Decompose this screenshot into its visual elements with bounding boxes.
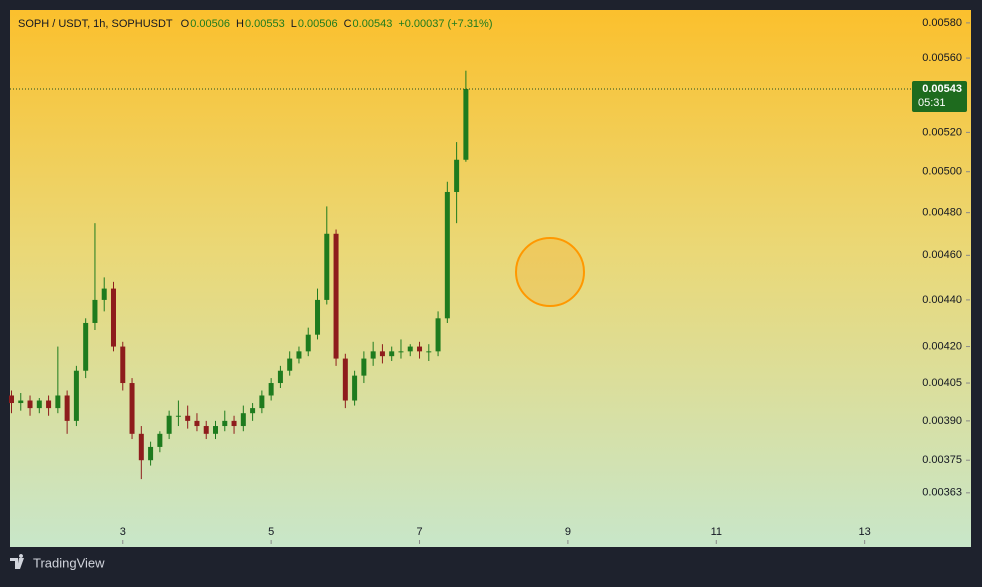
- ohlc-key: O: [181, 18, 190, 30]
- candle-body: [444, 191, 450, 319]
- candle-body: [379, 351, 385, 357]
- candle-body: [148, 446, 154, 461]
- candle-body: [64, 395, 70, 421]
- ohlc-key: L: [291, 18, 297, 30]
- ohlc-key: H: [236, 18, 244, 30]
- candle-body: [18, 400, 24, 404]
- x-tick-label: 3: [120, 526, 126, 538]
- y-tick-label: 0.00390: [922, 415, 962, 427]
- ohlc-value: 0.00506: [190, 18, 230, 30]
- plot-background: [10, 10, 971, 547]
- candle-body: [352, 375, 358, 401]
- candle-body: [55, 395, 61, 409]
- candle-body: [287, 358, 293, 371]
- candle-body: [110, 288, 116, 347]
- change: +0.00037 (+7.31%): [398, 18, 492, 30]
- candle-body: [73, 370, 79, 421]
- candle-body: [231, 420, 237, 427]
- candle-body: [417, 346, 423, 352]
- y-tick-label: 0.00520: [922, 126, 962, 138]
- y-tick-label: 0.00480: [922, 207, 962, 219]
- last-price-box: [912, 80, 967, 112]
- candle-body: [463, 88, 469, 160]
- ohlc-key: C: [344, 18, 352, 30]
- candle-body: [157, 433, 163, 447]
- chart-title: SOPH / USDT, 1h, SOPHUSDT: [18, 18, 173, 30]
- candle-body: [120, 346, 126, 384]
- candle-body: [175, 415, 181, 417]
- y-tick-label: 0.00500: [922, 166, 962, 178]
- y-tick-label: 0.00363: [922, 487, 962, 499]
- ohlc-value: 0.00543: [353, 18, 393, 30]
- ohlc-value: 0.00506: [298, 18, 338, 30]
- cursor-highlight: [515, 237, 585, 307]
- y-tick-label: 0.00420: [922, 340, 962, 352]
- x-tick-label: 11: [711, 526, 722, 538]
- branding: TradingView: [10, 554, 105, 570]
- candle-body: [435, 318, 441, 352]
- candle-body: [305, 334, 311, 352]
- header: SOPH / USDT, 1h, SOPHUSDT: [18, 18, 173, 30]
- y-tick-label: 0.00560: [922, 52, 962, 64]
- candle-body: [138, 433, 144, 461]
- last-price-label: 0.00543: [922, 83, 962, 95]
- candle-body: [333, 233, 339, 359]
- candle-body: [83, 322, 89, 371]
- candle-body: [454, 159, 460, 192]
- candle-body: [268, 383, 274, 396]
- ohlc-value: 0.00553: [245, 18, 285, 30]
- candle-body: [166, 415, 172, 434]
- x-tick-label: 7: [416, 526, 422, 538]
- candle-body: [315, 299, 321, 335]
- candle-body: [389, 351, 395, 357]
- candle-body: [361, 358, 367, 376]
- candle-body: [398, 351, 404, 353]
- y-tick-label: 0.00405: [922, 377, 962, 389]
- countdown: 05:31: [918, 97, 946, 109]
- y-tick-label: 0.00375: [922, 454, 962, 466]
- candle-body: [46, 400, 52, 409]
- y-tick-label: 0.00440: [922, 294, 962, 306]
- y-tick-label: 0.00580: [922, 17, 962, 29]
- y-tick-label: 0.00460: [922, 249, 962, 261]
- x-tick-label: 5: [268, 526, 274, 538]
- candle-body: [277, 370, 283, 384]
- candle-body: [194, 420, 200, 427]
- candle-body: [250, 408, 256, 414]
- candle-body: [222, 420, 228, 427]
- candle-body: [101, 288, 107, 300]
- candle-body: [370, 351, 376, 359]
- candle-body: [8, 395, 14, 404]
- candle-body: [36, 400, 42, 409]
- candle-body: [240, 413, 246, 427]
- candle-body: [342, 358, 348, 401]
- brand-name: TradingView: [33, 555, 105, 570]
- candle-body: [27, 400, 33, 409]
- candle-body: [324, 233, 330, 300]
- candle-body: [259, 395, 265, 409]
- candle-body: [426, 351, 432, 353]
- candle-body: [203, 426, 209, 434]
- candle-body: [92, 299, 98, 323]
- logo: [10, 554, 24, 569]
- x-tick-label: 13: [859, 526, 871, 538]
- x-tick-label: 9: [565, 526, 571, 538]
- candle-body: [129, 383, 135, 434]
- candle-body: [213, 426, 219, 434]
- candle-body: [407, 346, 413, 352]
- candle-body: [185, 415, 191, 421]
- candle-body: [296, 351, 302, 359]
